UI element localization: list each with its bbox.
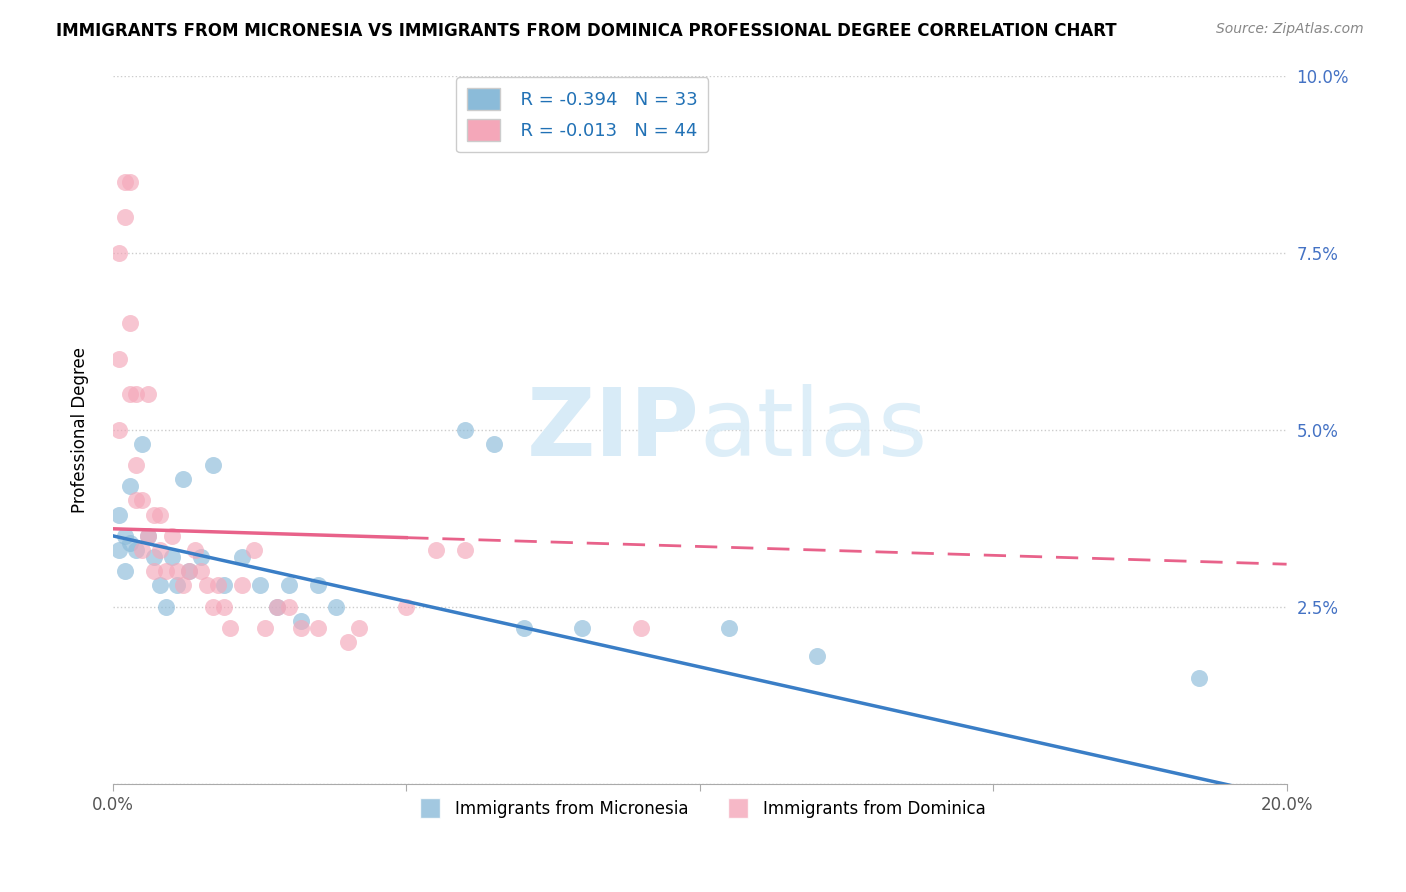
Point	[184, 543, 207, 558]
Point	[201, 599, 224, 614]
Point	[718, 621, 741, 635]
Point	[107, 351, 129, 366]
Point	[395, 599, 418, 614]
Legend: Immigrants from Micronesia, Immigrants from Dominica: Immigrants from Micronesia, Immigrants f…	[406, 794, 993, 825]
Point	[166, 578, 188, 592]
Text: ZIP: ZIP	[527, 384, 700, 475]
Point	[214, 578, 236, 592]
Text: Source: ZipAtlas.com: Source: ZipAtlas.com	[1216, 22, 1364, 37]
Point	[349, 621, 371, 635]
Point	[179, 564, 201, 578]
Point	[142, 508, 165, 522]
Point	[136, 529, 159, 543]
Point	[571, 621, 593, 635]
Point	[190, 564, 212, 578]
Point	[131, 493, 153, 508]
Text: IMMIGRANTS FROM MICRONESIA VS IMMIGRANTS FROM DOMINICA PROFESSIONAL DEGREE CORRE: IMMIGRANTS FROM MICRONESIA VS IMMIGRANTS…	[56, 22, 1116, 40]
Point	[131, 437, 153, 451]
Point	[114, 175, 136, 189]
Point	[806, 649, 828, 664]
Point	[136, 529, 159, 543]
Point	[172, 472, 194, 486]
Point	[131, 543, 153, 558]
Point	[120, 175, 142, 189]
Point	[107, 543, 129, 558]
Point	[454, 423, 477, 437]
Point	[290, 614, 312, 628]
Point	[266, 599, 288, 614]
Point	[307, 578, 329, 592]
Point	[142, 550, 165, 565]
Point	[120, 479, 142, 493]
Point	[219, 621, 242, 635]
Point	[1187, 671, 1209, 685]
Point	[254, 621, 277, 635]
Point	[336, 635, 359, 649]
Point	[136, 387, 159, 401]
Point	[484, 437, 506, 451]
Point	[214, 599, 236, 614]
Text: atlas: atlas	[700, 384, 928, 475]
Point	[149, 543, 172, 558]
Point	[325, 599, 347, 614]
Point	[142, 564, 165, 578]
Point	[190, 550, 212, 565]
Point	[512, 621, 534, 635]
Point	[454, 543, 477, 558]
Point	[120, 387, 142, 401]
Point	[114, 564, 136, 578]
Point	[114, 210, 136, 224]
Point	[155, 599, 177, 614]
Point	[125, 493, 148, 508]
Point	[125, 543, 148, 558]
Point	[242, 543, 264, 558]
Point	[277, 578, 299, 592]
Point	[107, 423, 129, 437]
Point	[125, 458, 148, 472]
Point	[266, 599, 288, 614]
Point	[107, 245, 129, 260]
Point	[166, 564, 188, 578]
Point	[155, 564, 177, 578]
Point	[114, 529, 136, 543]
Point	[630, 621, 652, 635]
Point	[201, 458, 224, 472]
Point	[231, 550, 253, 565]
Point	[207, 578, 229, 592]
Point	[149, 578, 172, 592]
Point	[120, 317, 142, 331]
Point	[120, 536, 142, 550]
Point	[160, 550, 183, 565]
Point	[195, 578, 218, 592]
Point	[290, 621, 312, 635]
Point	[307, 621, 329, 635]
Point	[107, 508, 129, 522]
Point	[125, 387, 148, 401]
Point	[425, 543, 447, 558]
Point	[160, 529, 183, 543]
Point	[149, 508, 172, 522]
Point	[231, 578, 253, 592]
Point	[277, 599, 299, 614]
Y-axis label: Professional Degree: Professional Degree	[72, 347, 89, 513]
Point	[249, 578, 271, 592]
Point	[179, 564, 201, 578]
Point	[172, 578, 194, 592]
